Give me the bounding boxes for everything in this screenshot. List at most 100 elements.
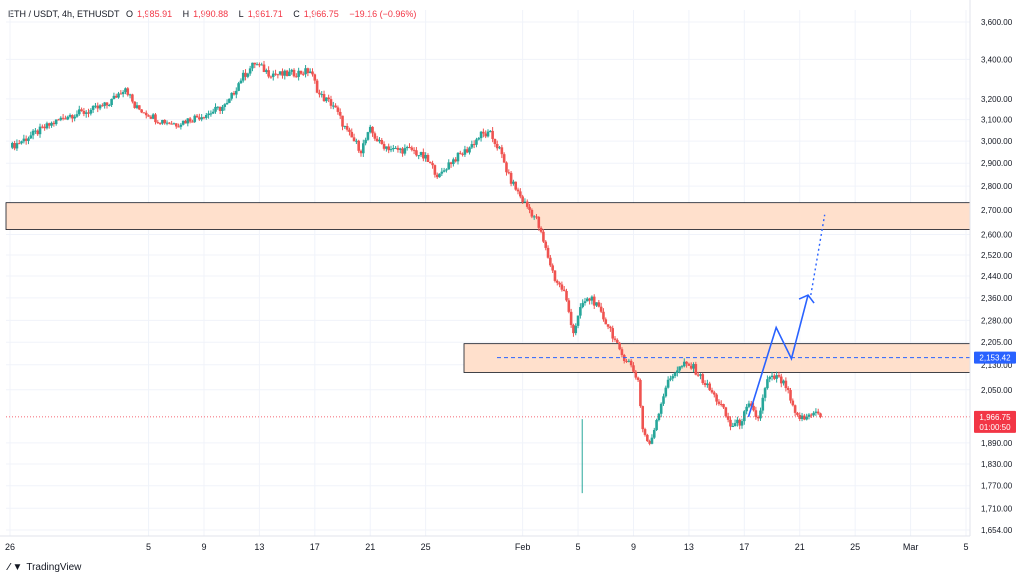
price-tick-label: 2,280.00: [981, 316, 1013, 325]
candle-body: [385, 146, 388, 149]
candle-body: [172, 123, 176, 125]
candle-body: [798, 414, 802, 420]
candle-body: [555, 280, 559, 283]
candle-body: [775, 375, 778, 379]
candle-body: [234, 90, 238, 95]
candle-body: [334, 105, 337, 108]
candle-body: [495, 143, 499, 149]
candle-body: [336, 107, 340, 112]
candle-body: [461, 153, 464, 155]
candle-body: [278, 71, 282, 75]
candle-body: [54, 119, 58, 125]
candle-body: [502, 154, 506, 163]
close-value: C 1,966.75: [293, 9, 339, 19]
candle-body: [468, 147, 471, 153]
candle-body: [200, 117, 203, 120]
candle-body: [195, 115, 199, 118]
candle-body: [678, 366, 681, 371]
candle-body: [299, 70, 303, 74]
candle-body: [809, 414, 813, 416]
candle-body: [241, 72, 245, 81]
countdown-text: 01:00:50: [979, 423, 1011, 432]
candle-body: [454, 159, 457, 162]
candle-body: [569, 311, 573, 325]
candle-body: [708, 383, 711, 391]
candle-body: [738, 419, 742, 426]
candle-body: [736, 419, 739, 424]
candle-body: [133, 101, 136, 108]
candle-body: [456, 152, 460, 162]
candle-body: [521, 196, 524, 203]
price-axis[interactable]: 3,600.00 3,400.00 3,200.00 3,100.00 3,000.00…: [969, 0, 1013, 536]
candle-body: [699, 374, 702, 376]
candle-body: [124, 88, 127, 93]
candle-body: [662, 396, 665, 404]
symbol-label[interactable]: ETH / USDT, 4h, ETHUSDT: [8, 9, 120, 19]
candle-body: [463, 149, 467, 155]
candle-body: [315, 80, 319, 93]
candle-body: [680, 366, 684, 368]
candle-body: [77, 109, 81, 115]
candle-body: [204, 115, 208, 118]
time-axis[interactable]: 26 5 9 13 17 21 25 Feb 5 9 13 17 21 25 Mar 5: [0, 535, 970, 552]
candle-body: [687, 363, 691, 366]
price-tick-label: 3,200.00: [981, 95, 1013, 104]
candle-body: [168, 122, 171, 124]
candle-body: [604, 319, 608, 325]
candle-body: [484, 133, 487, 137]
candle-body: [251, 62, 254, 69]
candle-body: [475, 139, 478, 145]
candle-body: [803, 415, 806, 420]
candle-body: [325, 97, 328, 102]
candle-body: [627, 360, 631, 362]
candle-body: [96, 105, 100, 109]
candle-body: [214, 106, 217, 112]
candle-body: [285, 70, 289, 77]
candle-body: [763, 388, 767, 398]
candle-body: [486, 131, 490, 137]
candle-body: [791, 400, 795, 406]
candle-body: [581, 303, 584, 308]
candle-body: [230, 92, 233, 99]
candle-body: [184, 120, 187, 124]
level-price-badge: [974, 351, 1016, 364]
candle-body: [431, 163, 434, 166]
tradingview-logo-text: TradingView: [26, 562, 82, 573]
candle-body: [144, 112, 148, 116]
candle-body: [87, 112, 90, 114]
projection-path[interactable]: [747, 214, 826, 418]
candle-body: [567, 300, 571, 312]
candle-body: [36, 130, 40, 135]
candle-body: [671, 376, 675, 379]
candle-body: [489, 130, 492, 132]
candle-body: [576, 315, 580, 326]
candle-body: [807, 414, 811, 417]
candle-body: [253, 62, 257, 65]
candle-body: [27, 138, 30, 141]
candle-body: [147, 115, 150, 117]
candle-body: [329, 99, 333, 106]
candle-body: [719, 403, 723, 405]
candle-body: [428, 162, 432, 164]
candle-body: [800, 415, 804, 420]
candle-body: [163, 119, 167, 124]
candle-body: [103, 102, 106, 106]
candle-body: [449, 162, 453, 165]
price-tick-label: 3,400.00: [981, 55, 1013, 64]
candle-body: [355, 140, 358, 142]
candle-body: [553, 270, 557, 281]
candle-body: [408, 147, 411, 149]
candle-body: [426, 154, 430, 163]
open-value: O 1,985.91: [126, 9, 173, 19]
candle-body: [470, 144, 474, 148]
candle-body: [756, 416, 760, 419]
candle-body: [814, 411, 818, 413]
candle-body: [246, 73, 250, 77]
candle-body: [613, 338, 617, 340]
candle-body: [59, 117, 63, 120]
tradingview-logo[interactable]: ⁄ ▼ TradingView: [8, 562, 81, 573]
candle-body: [712, 392, 716, 395]
price-tick-label: 2,600.00: [981, 231, 1013, 240]
grid: [6, 10, 970, 536]
